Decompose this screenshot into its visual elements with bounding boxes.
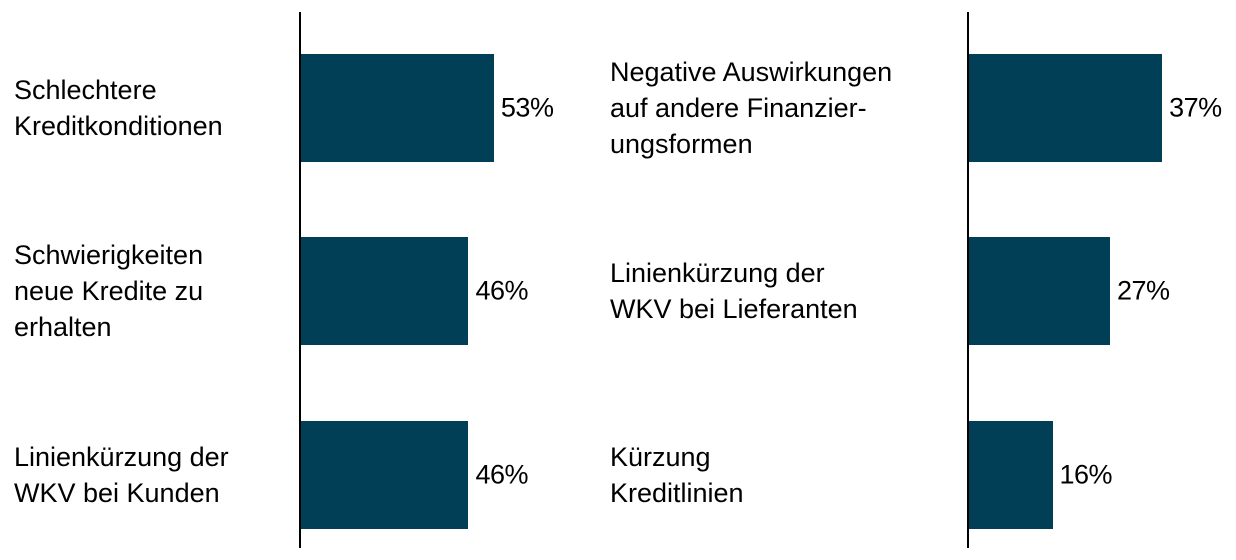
category-label: Linienkürzung der WKV bei Lieferanten: [610, 258, 858, 324]
bar: [969, 421, 1053, 529]
bar: [301, 237, 469, 345]
bar: [301, 54, 494, 162]
axis-line: [967, 12, 969, 548]
category-label: Linienkürzung der WKV bei Kunden: [14, 442, 229, 508]
value-label: 53%: [500, 92, 554, 123]
category-label: Schwierigkeiten neue Kredite zu erhalten: [14, 240, 204, 342]
value-label: 27%: [1116, 275, 1170, 306]
value-label: 46%: [475, 459, 528, 490]
value-label: 37%: [1169, 92, 1222, 123]
value-label: 46%: [475, 275, 528, 306]
category-label: Schlechtere Kreditkonditionen: [14, 75, 223, 141]
axis-line: [299, 12, 301, 548]
bar: [969, 237, 1110, 345]
category-label: Kürzung Kreditlinien: [610, 442, 744, 508]
value-label: 16%: [1059, 459, 1113, 490]
bar: [969, 54, 1163, 162]
bar: [301, 421, 469, 529]
category-label: Negative Auswirkungen auf andere Finanzi…: [610, 57, 893, 159]
